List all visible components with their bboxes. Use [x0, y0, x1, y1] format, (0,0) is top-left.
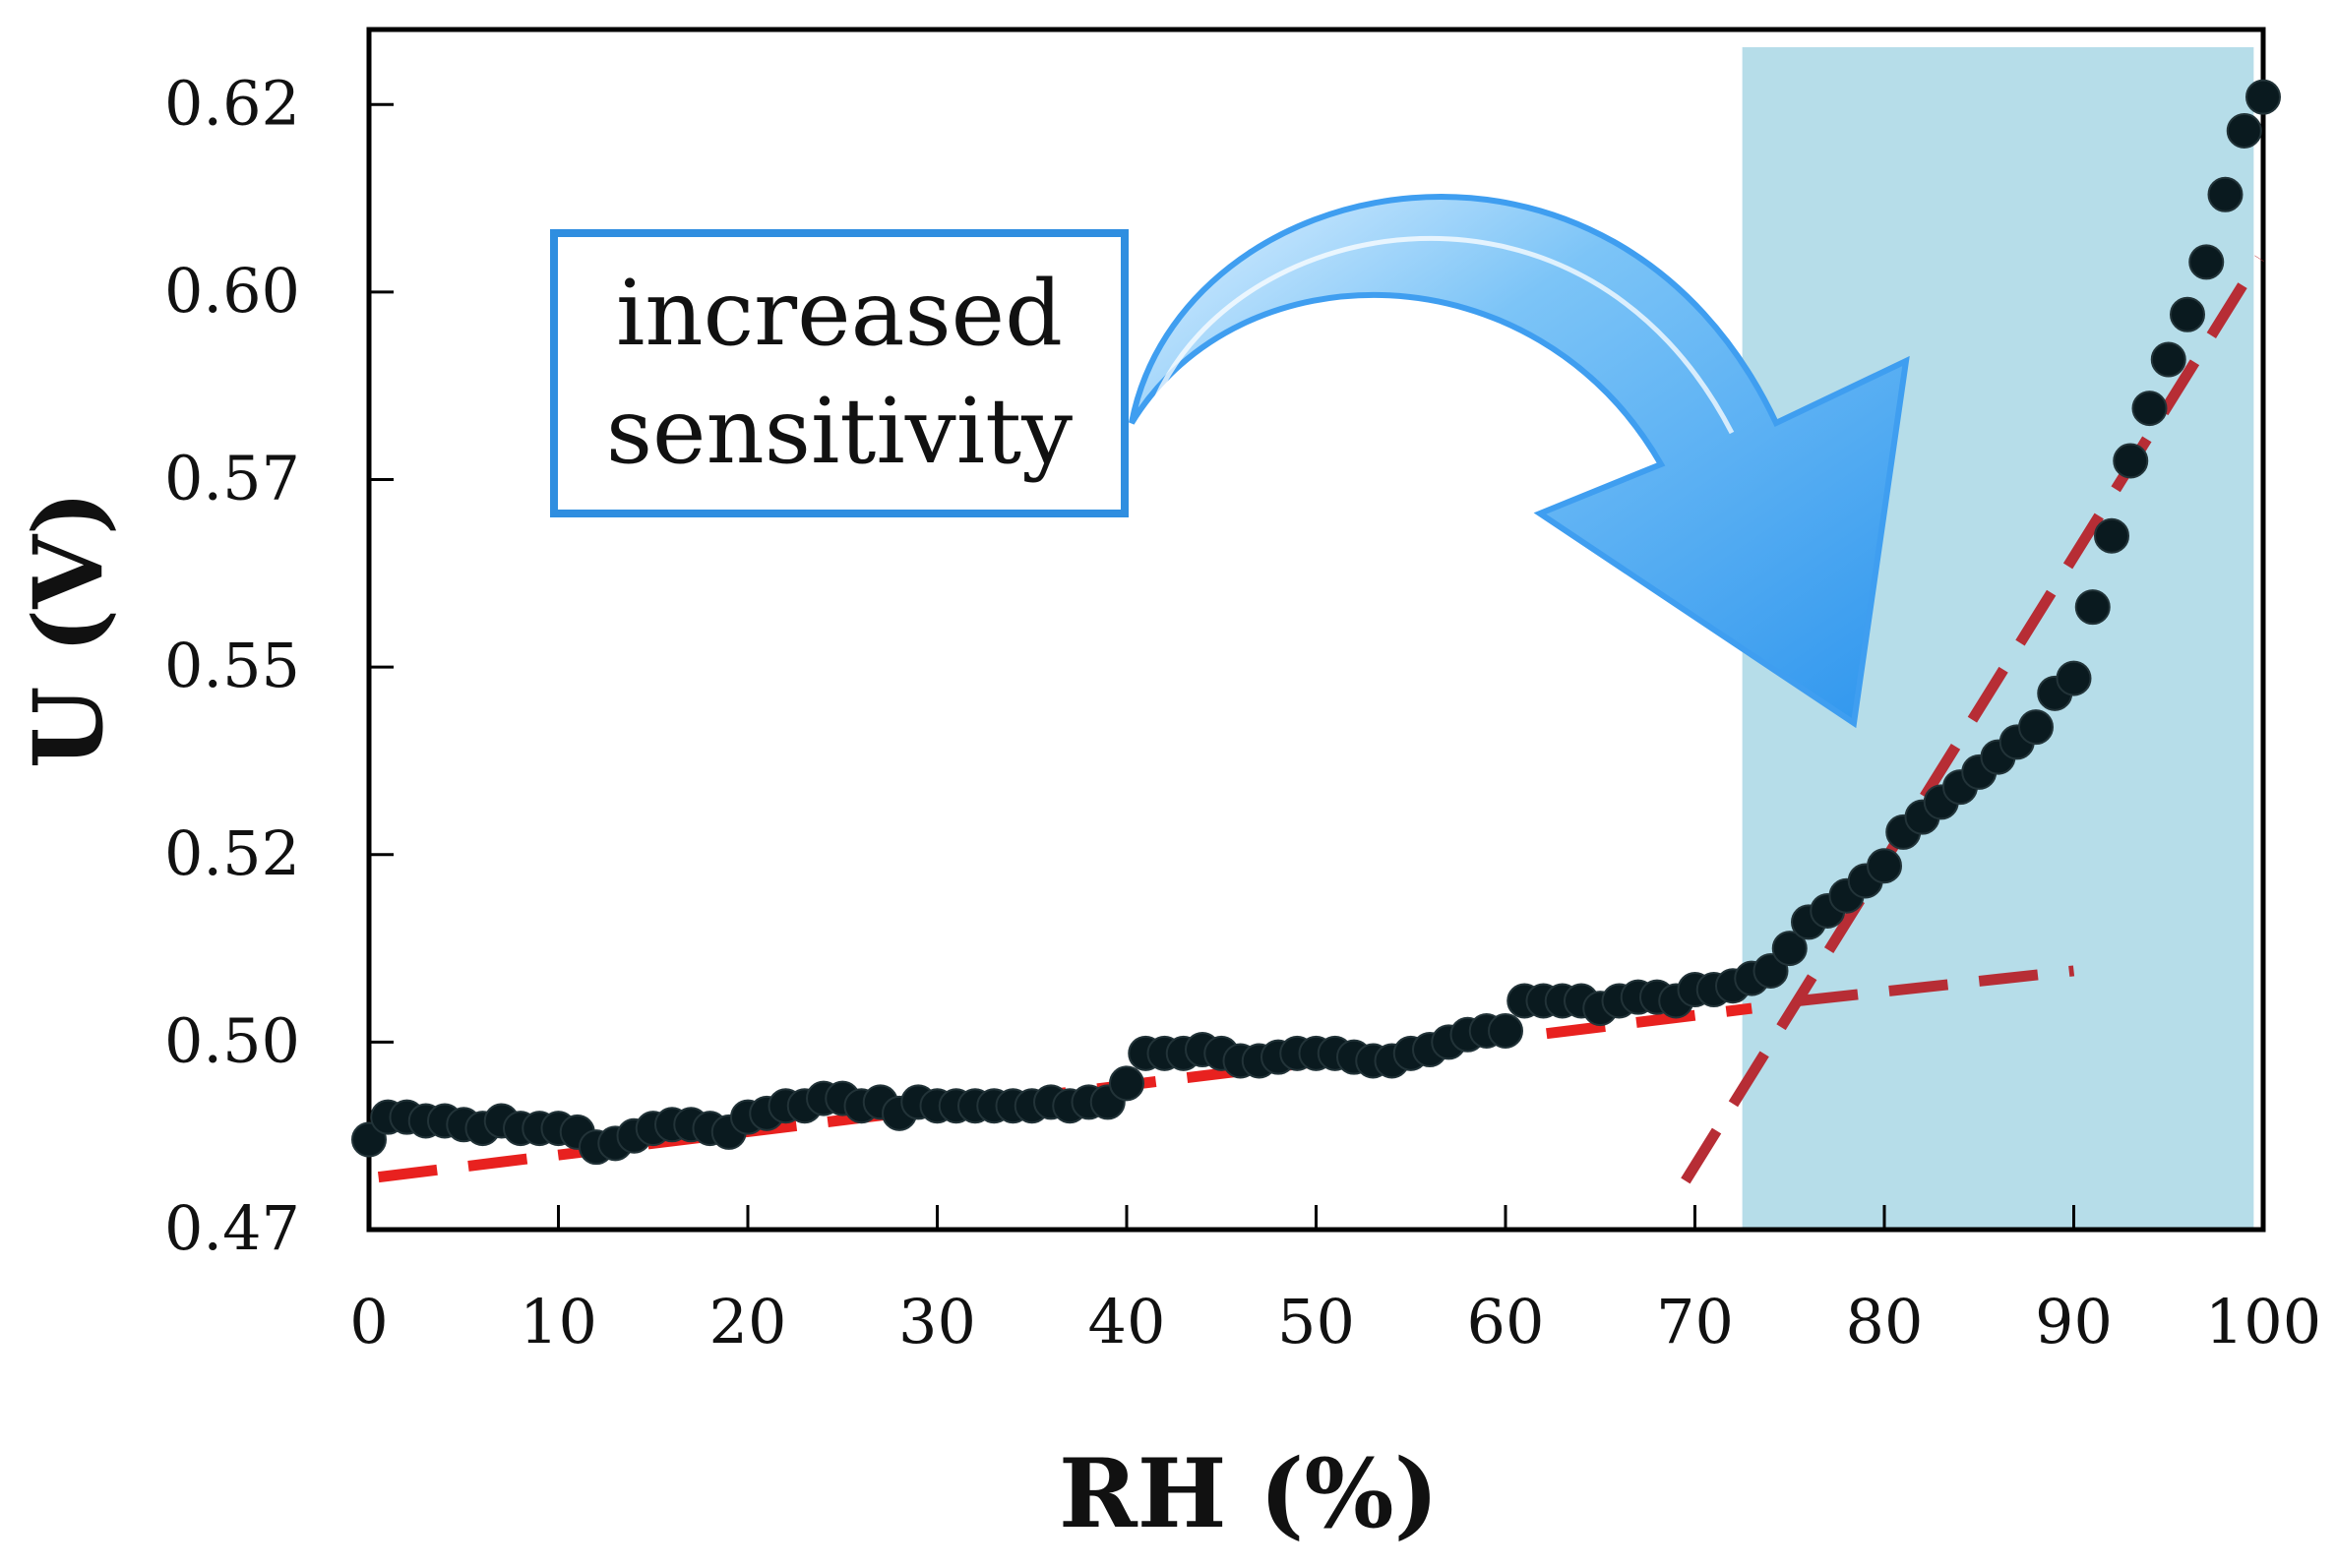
- x-tick-label: 30: [898, 1286, 976, 1357]
- data-point: [1488, 1012, 1523, 1049]
- x-tick-label: 80: [1846, 1286, 1924, 1357]
- y-tick-label: 0.52: [164, 817, 300, 889]
- annotation-callout: increased sensitivity: [550, 229, 1129, 517]
- y-axis-title: U (V): [13, 491, 124, 768]
- data-point: [2056, 660, 2092, 696]
- x-tick-label: 70: [1656, 1286, 1734, 1357]
- curved-arrow-icon: [1129, 194, 1910, 729]
- data-point: [2131, 391, 2168, 427]
- fit-line: [1798, 965, 2075, 1006]
- y-tick-label: 0.47: [164, 1192, 300, 1264]
- data-point: [2188, 244, 2225, 280]
- x-tick-label: 20: [709, 1286, 787, 1357]
- data-point: [1771, 931, 1808, 967]
- y-tick-label: 0.60: [164, 255, 300, 327]
- x-tick-label: 0: [349, 1286, 388, 1357]
- x-tick-label: 50: [1277, 1286, 1355, 1357]
- y-tick-label: 0.50: [164, 1004, 300, 1076]
- x-tick-label: 10: [520, 1286, 597, 1357]
- x-axis-title: RH (%): [1059, 1438, 1439, 1549]
- y-tick-label: 0.55: [164, 630, 300, 701]
- callout-line-2: sensitivity: [606, 379, 1073, 484]
- data-point: [1109, 1065, 1144, 1102]
- data-point: [2170, 296, 2205, 332]
- callout-box: [550, 229, 1129, 517]
- data-point: [2074, 589, 2111, 626]
- x-tick-label: 90: [2035, 1286, 2113, 1357]
- y-tick-label: 0.62: [164, 67, 300, 139]
- data-point: [2113, 443, 2149, 479]
- data-point: [2018, 709, 2054, 746]
- x-tick-label: 100: [2205, 1286, 2321, 1357]
- data-point: [2150, 341, 2186, 378]
- y-tick-label: 0.57: [164, 443, 300, 514]
- data-point: [2094, 517, 2129, 554]
- arrow-inner-highlight: [1153, 236, 1735, 435]
- callout-line-1: increased: [616, 261, 1063, 366]
- data-point: [2226, 112, 2262, 149]
- annotation-arrow: [1129, 194, 1910, 729]
- x-tick-label: 60: [1467, 1286, 1545, 1357]
- data-point: [2245, 79, 2281, 115]
- data-point: [2207, 176, 2244, 212]
- data-point: [1867, 848, 1902, 884]
- x-tick-label: 40: [1088, 1286, 1166, 1357]
